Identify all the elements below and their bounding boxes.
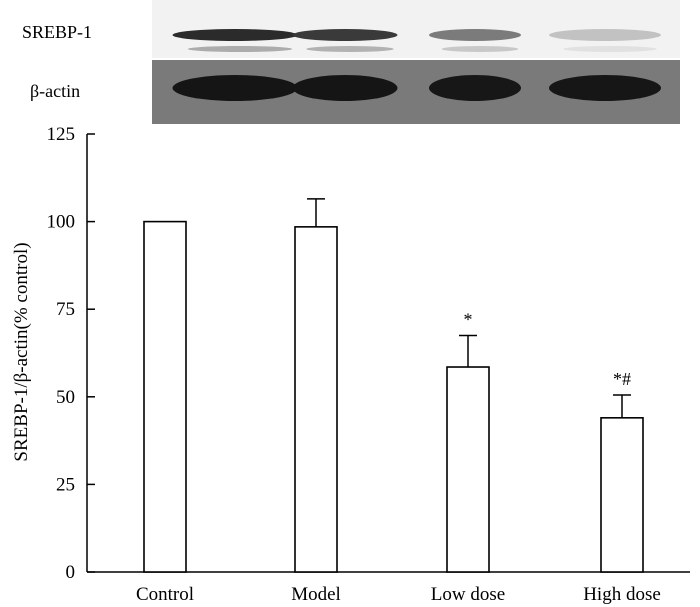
bar bbox=[446, 366, 490, 573]
blot-band bbox=[172, 75, 298, 101]
y-tick-label: 50 bbox=[56, 387, 75, 408]
blot-band-secondary bbox=[306, 46, 394, 52]
bar-chart: 0 25 50 75 100 125 * *# Control Model Low dose Hi… bbox=[11, 124, 690, 605]
blot-row: β-actin bbox=[30, 60, 680, 124]
blot-band-secondary bbox=[441, 46, 519, 52]
significance-marks: * *# bbox=[464, 309, 632, 389]
y-axis: 0 25 50 75 100 125 bbox=[47, 124, 95, 583]
y-tick-label: 100 bbox=[47, 212, 76, 233]
category-label: Low dose bbox=[431, 584, 505, 605]
blot-band bbox=[292, 75, 398, 101]
bar bbox=[143, 220, 187, 573]
blot-band bbox=[172, 29, 298, 41]
blot-band bbox=[549, 75, 661, 101]
blot-band bbox=[292, 29, 398, 41]
bars bbox=[143, 220, 644, 573]
western-blot-panel: SREBP-1 β-actin bbox=[22, 0, 680, 124]
blot-band bbox=[429, 75, 521, 101]
blot-row-label: SREBP-1 bbox=[22, 22, 92, 42]
blot-row: SREBP-1 bbox=[22, 0, 680, 58]
blot-band-secondary bbox=[563, 46, 657, 52]
bar bbox=[294, 226, 338, 573]
y-tick-label: 0 bbox=[66, 562, 76, 583]
significance-label: * bbox=[464, 309, 473, 329]
error-bars bbox=[307, 198, 631, 418]
y-tick-label: 25 bbox=[56, 474, 75, 495]
category-label: Control bbox=[136, 584, 194, 605]
blot-band bbox=[429, 29, 521, 41]
y-tick-label: 75 bbox=[56, 299, 75, 320]
blot-band bbox=[549, 29, 661, 41]
bar bbox=[600, 417, 644, 573]
category-label: High dose bbox=[583, 584, 661, 605]
blot-row-label: β-actin bbox=[30, 81, 80, 101]
category-labels: Control Model Low dose High dose bbox=[136, 584, 661, 605]
y-axis-title: SREBP-1/β-actin(% control) bbox=[11, 242, 32, 461]
y-tick-label: 125 bbox=[47, 124, 76, 145]
blot-band-secondary bbox=[187, 46, 293, 52]
category-label: Model bbox=[291, 584, 341, 605]
significance-label: *# bbox=[613, 369, 631, 389]
